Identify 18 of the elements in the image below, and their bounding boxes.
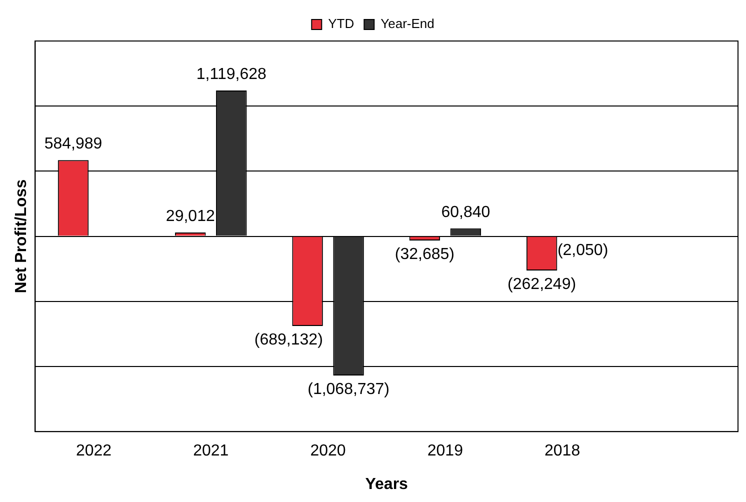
x-axis-title: Years <box>365 476 408 493</box>
data-label: 29,012 <box>166 208 215 225</box>
x-tick-label: 2020 <box>310 442 346 460</box>
data-label: (262,249) <box>508 276 576 293</box>
data-label: (2,050) <box>557 242 608 259</box>
x-tick-label: 2018 <box>544 442 580 460</box>
data-label: (689,132) <box>254 331 323 348</box>
legend-label: Year-End <box>380 16 434 32</box>
data-label: (32,685) <box>394 246 454 263</box>
x-tick-label: 2022 <box>76 442 112 460</box>
legend-label: YTD <box>328 16 354 32</box>
y-axis-title: Net Profit/Loss <box>13 179 30 294</box>
data-label: (1,068,737) <box>308 380 390 398</box>
data-label: 60,840 <box>441 204 490 221</box>
x-tick-label: 2021 <box>193 442 229 460</box>
data-label: 1,119,628 <box>196 66 266 83</box>
x-tick-label: 2019 <box>427 442 464 460</box>
data-label: 584,989 <box>44 136 102 153</box>
